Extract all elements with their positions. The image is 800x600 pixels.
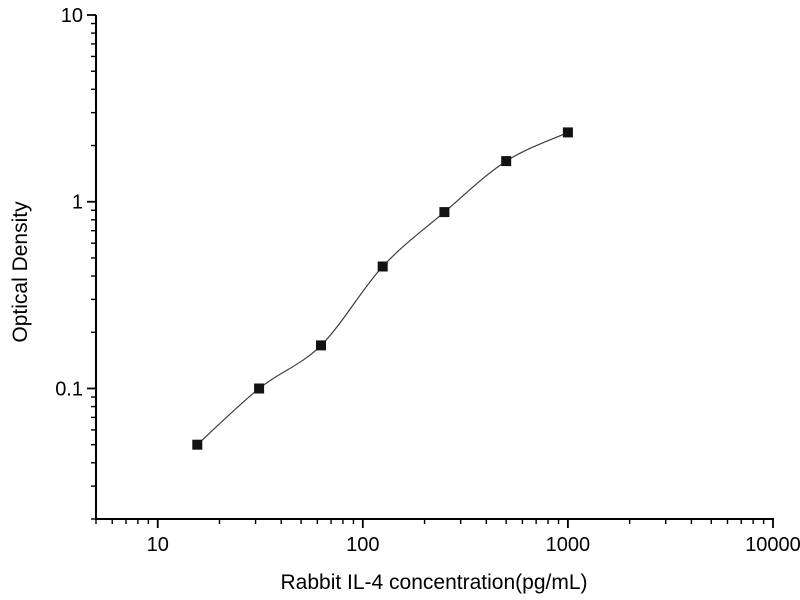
data-point-marker — [192, 439, 203, 450]
x-tick-label: 1000 — [546, 534, 591, 556]
y-axis-title: Optical Density — [9, 201, 32, 343]
x-axis-title: Rabbit IL-4 concentration(pg/mL) — [281, 571, 588, 594]
data-point-marker — [377, 261, 388, 272]
y-tick-label: 10 — [61, 5, 83, 27]
x-tick-label: 10000 — [745, 534, 800, 556]
plot-area: 10 100 1000 10000 10 1 0.1 — [55, 5, 800, 556]
y-tick-label: 0.1 — [55, 378, 83, 400]
data-point-marker — [562, 127, 573, 138]
data-point-marker — [501, 156, 512, 167]
y-tick-label: 1 — [72, 192, 83, 214]
data-point-marker — [439, 207, 450, 218]
x-tick-label: 100 — [346, 534, 379, 556]
fit-curve — [196, 131, 569, 446]
data-point-marker — [316, 340, 326, 351]
data-point-marker — [254, 383, 265, 394]
x-tick-label: 10 — [147, 534, 169, 556]
